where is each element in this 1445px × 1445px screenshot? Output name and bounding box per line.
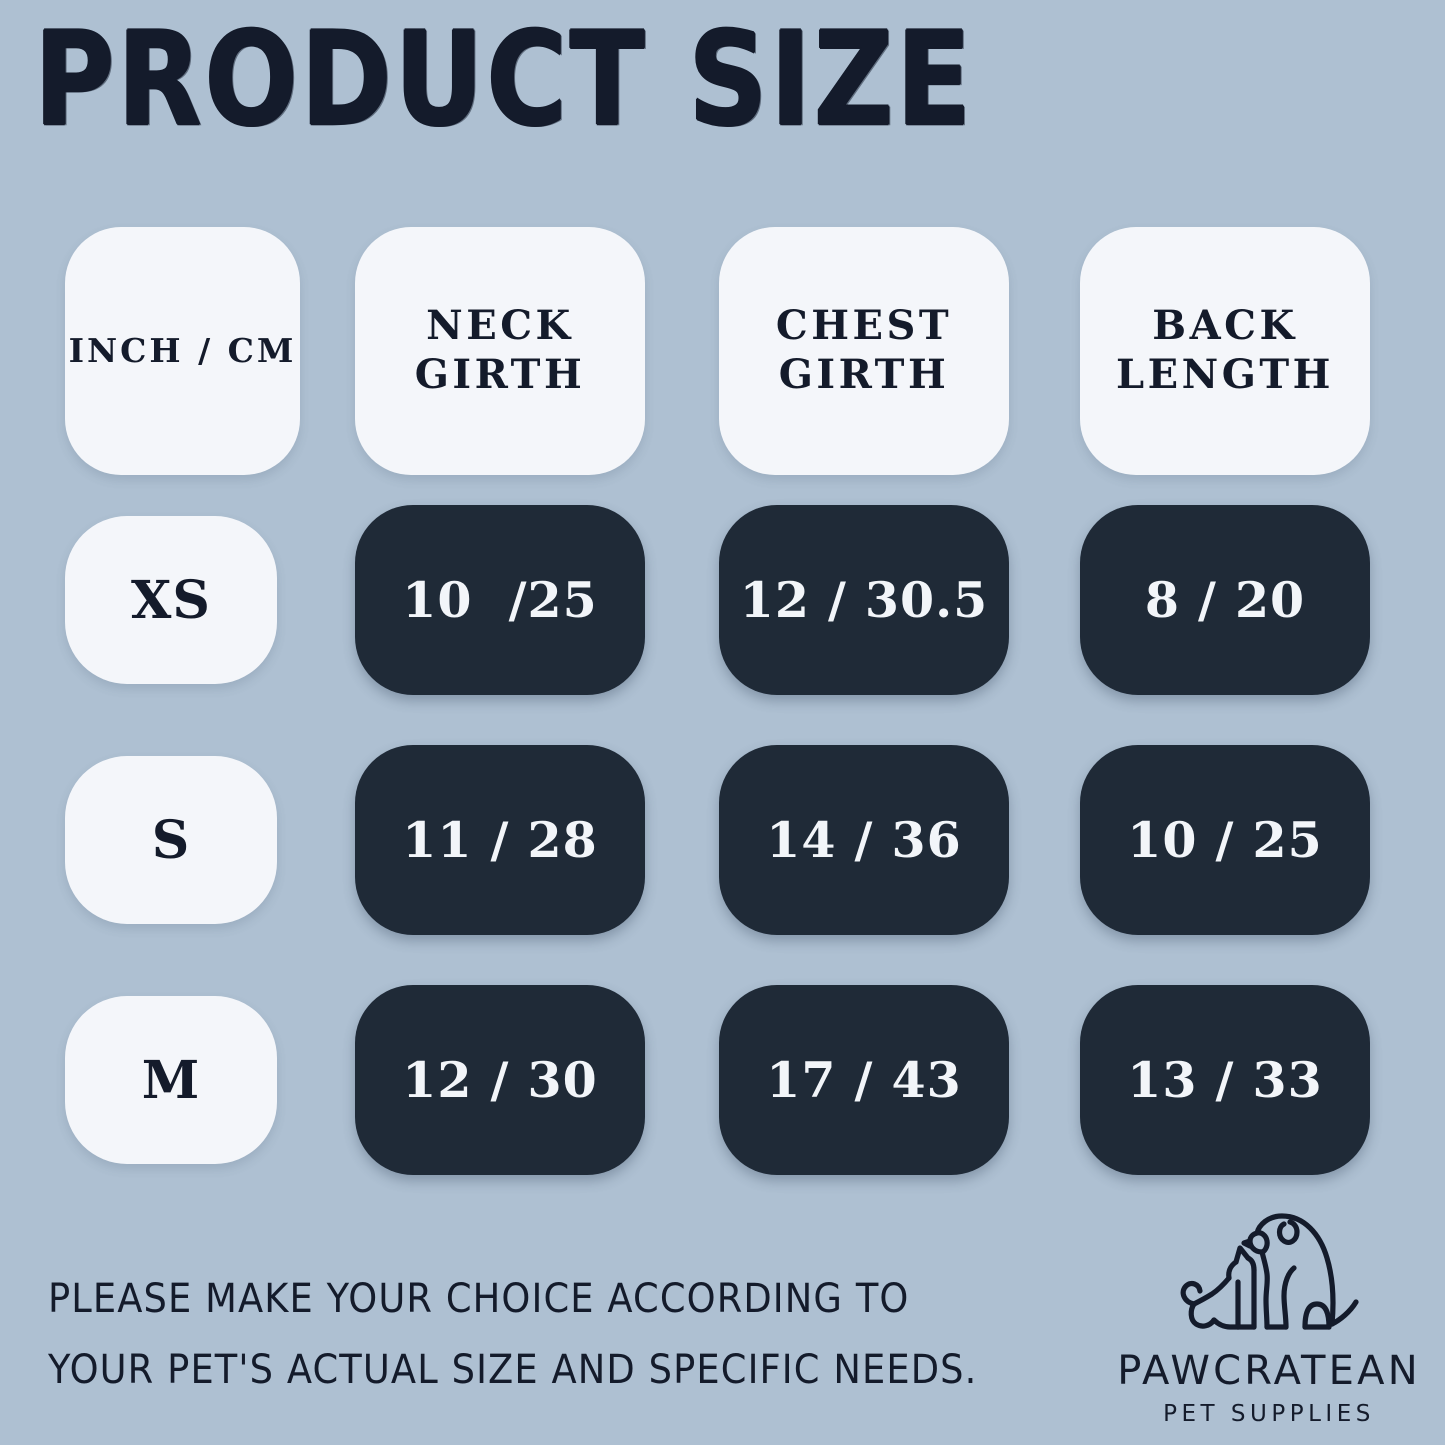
value-card-s-neck: 11 / 28 (355, 745, 645, 935)
size-card-xs: XS (65, 516, 277, 684)
header-card-chest: CHEST GIRTH (719, 227, 1009, 475)
size-card-m: M (65, 996, 277, 1164)
size-card-s: S (65, 756, 277, 924)
value-text-m-back: 13 / 33 (1127, 1051, 1323, 1109)
value-card-xs-back: 8 / 20 (1080, 505, 1370, 695)
value-card-xs-neck: 10 /25 (355, 505, 645, 695)
brand-name: PAWCRATEAN (1117, 1348, 1421, 1394)
value-card-m-neck: 12 / 30 (355, 985, 645, 1175)
value-text-xs-neck: 10 /25 (402, 571, 598, 629)
value-card-m-chest: 17 / 43 (719, 985, 1009, 1175)
value-cell-neck: 12 / 30 (300, 985, 656, 1175)
header-card-back: BACK LENGTH (1080, 227, 1370, 475)
header-card-neck: NECK GIRTH (355, 227, 645, 475)
value-cell-neck: 11 / 28 (300, 745, 656, 935)
header-label-back-line1: BACK (1152, 302, 1298, 350)
header-label-unit: INCH / CM (68, 330, 297, 370)
value-cell-back: 8 / 20 (1012, 505, 1370, 695)
value-text-s-neck: 11 / 28 (402, 811, 598, 869)
value-text-s-chest: 14 / 36 (766, 811, 962, 869)
size-label-s: S (151, 809, 191, 871)
table-row: M 12 / 30 17 / 43 13 / 33 (0, 960, 1445, 1200)
brand-tagline: PET SUPPLIES (1163, 1401, 1375, 1427)
value-cell-neck: 10 /25 (300, 505, 656, 695)
value-text-xs-chest: 12 / 30.5 (739, 571, 989, 629)
value-card-m-back: 13 / 33 (1080, 985, 1370, 1175)
size-advice-note-line1: PLEASE MAKE YOUR CHOICE ACCORDING TO (48, 1276, 910, 1322)
value-card-s-back: 10 / 25 (1080, 745, 1370, 935)
header-cell-neck: NECK GIRTH (300, 227, 656, 475)
value-card-s-chest: 14 / 36 (719, 745, 1009, 935)
size-cell: M (0, 996, 300, 1164)
page-title-text: PRODUCT SIZE (34, 3, 974, 155)
table-row: S 11 / 28 14 / 36 10 / 25 (0, 720, 1445, 960)
table-header-row: INCH / CM NECK GIRTH CHEST GIRTH (0, 222, 1445, 480)
page-title: PRODUCT SIZE (34, 14, 1034, 144)
size-advice-note-line2: YOUR PET'S ACTUAL SIZE AND SPECIFIC NEED… (48, 1347, 978, 1394)
header-label-neck-line2: GIRTH (414, 351, 586, 398)
value-cell-chest: 12 / 30.5 (656, 505, 1012, 695)
size-label-xs: XS (131, 569, 211, 631)
value-text-m-neck: 12 / 30 (402, 1051, 598, 1109)
value-cell-back: 10 / 25 (1012, 745, 1370, 935)
value-text-s-back: 10 / 25 (1127, 811, 1323, 869)
table-row: XS 10 /25 12 / 30.5 8 / 20 (0, 480, 1445, 720)
size-chart-table: INCH / CM NECK GIRTH CHEST GIRTH (0, 222, 1445, 1200)
header-label-back-line2: LENGTH (1116, 351, 1334, 398)
header-label-chest-line2: GIRTH (778, 351, 950, 398)
size-cell: XS (0, 516, 300, 684)
size-advice-note: PLEASE MAKE YOUR CHOICE ACCORDING TO YOU… (48, 1264, 978, 1406)
size-cell: S (0, 756, 300, 924)
value-text-xs-back: 8 / 20 (1144, 571, 1306, 629)
value-cell-chest: 17 / 43 (656, 985, 1012, 1175)
size-label-m: M (141, 1049, 201, 1111)
header-cell-chest: CHEST GIRTH (656, 227, 1012, 475)
header-label-back: BACK LENGTH (1116, 302, 1334, 400)
value-card-xs-chest: 12 / 30.5 (719, 505, 1009, 695)
value-cell-back: 13 / 33 (1012, 985, 1370, 1175)
header-card-unit: INCH / CM (65, 227, 300, 475)
header-cell-back: BACK LENGTH (1012, 227, 1370, 475)
header-cell-unit: INCH / CM (0, 227, 300, 475)
header-label-chest-line1: CHEST (775, 302, 953, 350)
brand-logo: PAWCRATEAN PET SUPPLIES (1117, 1210, 1421, 1427)
value-cell-chest: 14 / 36 (656, 745, 1012, 935)
header-label-neck-line1: NECK (426, 302, 574, 350)
dog-and-cat-icon (1180, 1213, 1359, 1330)
value-text-m-chest: 17 / 43 (766, 1051, 962, 1109)
header-label-neck: NECK GIRTH (415, 302, 585, 400)
header-label-chest: CHEST GIRTH (776, 302, 952, 400)
